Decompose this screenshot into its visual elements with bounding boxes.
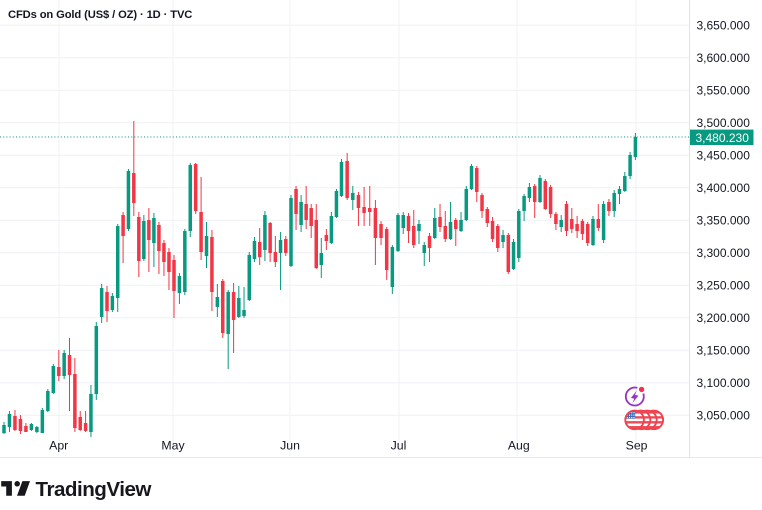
svg-text:3,150.000: 3,150.000 — [697, 344, 751, 358]
svg-text:3,200.000: 3,200.000 — [697, 311, 751, 325]
svg-text:3,300.000: 3,300.000 — [697, 246, 751, 260]
svg-text:TradingView: TradingView — [36, 478, 153, 501]
svg-text:Jun: Jun — [280, 439, 300, 453]
svg-text:3,100.000: 3,100.000 — [697, 376, 751, 390]
svg-text:Jul: Jul — [391, 439, 407, 453]
svg-text:Apr: Apr — [49, 439, 68, 453]
svg-text:3,550.000: 3,550.000 — [697, 84, 751, 98]
svg-text:3,500.000: 3,500.000 — [697, 116, 751, 130]
svg-text:May: May — [161, 439, 185, 453]
svg-text:CFDs on Gold (US$ / OZ) · 1D ·: CFDs on Gold (US$ / OZ) · 1D · TVC — [8, 9, 192, 21]
svg-text:3,600.000: 3,600.000 — [697, 51, 751, 65]
svg-text:3,650.000: 3,650.000 — [697, 19, 751, 33]
svg-text:3,250.000: 3,250.000 — [697, 279, 751, 293]
svg-text:Aug: Aug — [508, 439, 530, 453]
svg-text:3,480.230: 3,480.230 — [696, 131, 750, 145]
svg-text:3,350.000: 3,350.000 — [697, 214, 751, 228]
svg-text:3,450.000: 3,450.000 — [697, 149, 751, 163]
svg-text:3,400.000: 3,400.000 — [697, 181, 751, 195]
svg-text:3,050.000: 3,050.000 — [697, 409, 751, 423]
svg-text:Sep: Sep — [626, 439, 648, 453]
